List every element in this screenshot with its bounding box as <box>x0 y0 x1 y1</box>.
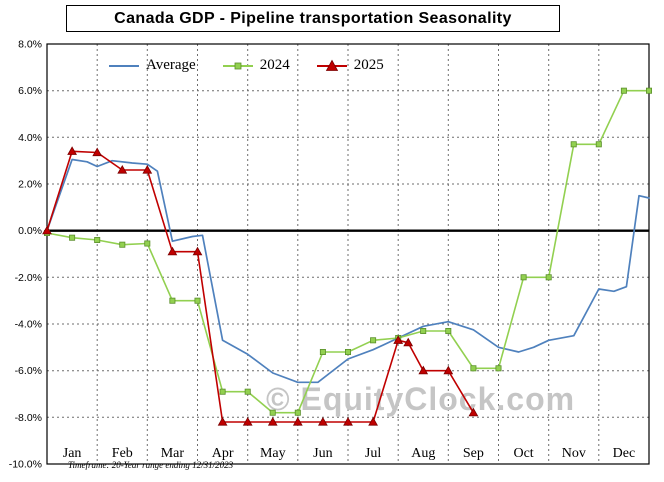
timeframe-note: Timeframe: 20-Year range ending 12/31/20… <box>68 460 234 470</box>
y-tick-label: 6.0% <box>18 85 42 97</box>
month-label: Jun <box>313 446 332 461</box>
month-label: Dec <box>613 446 636 461</box>
month-label: Jul <box>365 446 381 461</box>
month-label: Apr <box>212 446 234 461</box>
month-label: Feb <box>112 446 133 461</box>
legend-label-average: Average <box>146 57 196 73</box>
chart-title-box: Canada GDP - Pipeline transportation Sea… <box>66 5 560 32</box>
y-tick-label: -6.0% <box>15 365 42 377</box>
y-tick-label: 4.0% <box>18 132 42 144</box>
month-label: Sep <box>463 446 484 461</box>
legend-item-2024: 2024 <box>222 57 290 74</box>
y-tick-label: 2.0% <box>18 179 42 191</box>
y-tick-label: -8.0% <box>15 412 42 424</box>
y-tick-label: -10.0% <box>9 459 42 471</box>
y-tick-label: 8.0% <box>18 39 42 51</box>
month-label: Mar <box>161 446 185 461</box>
plot-border <box>46 43 650 465</box>
average-line-swatch-icon <box>109 64 139 67</box>
month-label: Oct <box>513 446 533 461</box>
legend-label-2024: 2024 <box>259 57 290 73</box>
grid-lines <box>47 44 649 464</box>
series-markers-2025 <box>42 146 479 426</box>
series-line-average <box>46 158 650 384</box>
y-tick-label: 0.0% <box>18 225 42 237</box>
month-label: May <box>260 446 286 461</box>
chart-legend: Average 2024 2025 <box>108 57 384 74</box>
y-axis-tick-labels: 8.0% 6.0% 4.0% 2.0% 0.0% -2.0% -4.0% -6.0% -8.0%… <box>9 39 42 471</box>
month-label: Aug <box>411 446 435 461</box>
y-tick-label: -4.0% <box>15 319 42 331</box>
legend-item-average: Average <box>108 57 196 74</box>
triangle-marker-swatch-icon <box>316 59 347 71</box>
series-markers-2024 <box>44 87 653 416</box>
y-tick-label: -2.0% <box>15 272 42 284</box>
chart-title: Canada GDP - Pipeline transportation Sea… <box>114 9 512 27</box>
legend-item-2025: 2025 <box>316 57 384 74</box>
watermark: © EquityClock.com <box>266 381 575 417</box>
month-label: Jan <box>63 446 82 461</box>
legend-label-2025: 2025 <box>353 57 384 73</box>
month-label: Nov <box>562 446 586 461</box>
x-axis-month-labels: Jan Feb Mar Apr May Jun Jul Aug Sep Oct Nov Dec <box>63 446 635 461</box>
square-marker-swatch-icon <box>222 62 253 69</box>
